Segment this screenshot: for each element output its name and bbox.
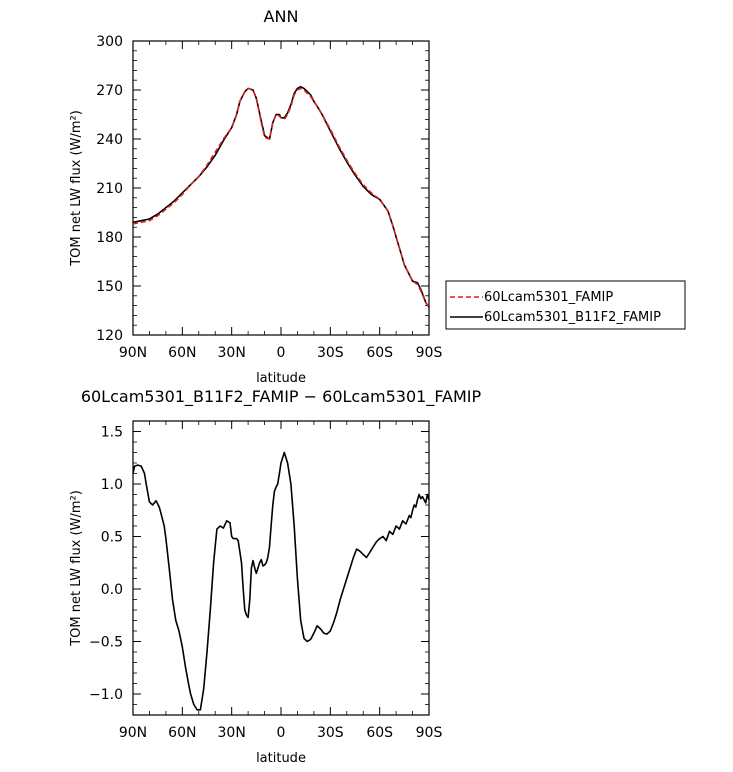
x-tick-label: 90S xyxy=(416,345,443,361)
top-plot-frame xyxy=(132,40,430,336)
x-tick-label: 30N xyxy=(218,345,246,361)
y-tick-label: 1.5 xyxy=(101,425,123,441)
bottom-y-tick-labels: −1.0 −0.5 0.0 0.5 1.0 1.5 xyxy=(89,425,123,704)
y-tick-label: 240 xyxy=(96,132,123,148)
legend: 60Lcam5301_FAMIP 60Lcam5301_B11F2_FAMIP xyxy=(445,280,686,330)
bottom-chart-title: 60Lcam5301_B11F2_FAMIP − 60Lcam5301_FAMI… xyxy=(81,387,482,407)
y-tick-label: 150 xyxy=(96,279,123,295)
y-tick-label: 270 xyxy=(96,83,123,99)
bottom-y-axis-label: TOM net LW flux (W/m²) xyxy=(69,490,84,647)
top-x-axis-label: latitude xyxy=(256,371,306,386)
legend-label-famip: 60Lcam5301_FAMIP xyxy=(484,290,613,305)
top-series-group xyxy=(132,85,430,308)
x-tick-label: 90N xyxy=(119,345,147,361)
bottom-panel: 60Lcam5301_B11F2_FAMIP − 60Lcam5301_FAMI… xyxy=(69,387,482,766)
x-tick-label: 0 xyxy=(277,725,286,741)
bottom-series-group xyxy=(132,451,430,711)
top-y-tick-labels: 120 150 180 210 240 270 300 xyxy=(96,34,123,344)
top-panel: ANN 120 150 180 210 240 270 300 90N 60N 30N 0 30S 6… xyxy=(69,7,442,386)
x-tick-label: 60N xyxy=(168,345,196,361)
legend-label-b11f2: 60Lcam5301_B11F2_FAMIP xyxy=(484,310,661,325)
y-tick-label: −1.0 xyxy=(89,687,123,703)
x-tick-label: 60N xyxy=(168,725,196,741)
y-tick-label: 0.5 xyxy=(101,530,123,546)
series-line-60lcam5301-famip xyxy=(132,87,430,308)
x-tick-label: 90N xyxy=(119,725,147,741)
y-tick-label: 1.0 xyxy=(101,477,123,493)
top-chart-title: ANN xyxy=(264,7,299,26)
top-y-axis-label: TOM net LW flux (W/m²) xyxy=(69,110,84,267)
y-tick-label: −0.5 xyxy=(89,635,123,651)
y-tick-label: 120 xyxy=(96,328,123,344)
legend-box xyxy=(445,280,686,330)
top-axis-ticks xyxy=(132,40,430,336)
x-tick-label: 30N xyxy=(218,725,246,741)
x-tick-label: 30S xyxy=(317,725,344,741)
y-tick-label: 180 xyxy=(96,230,123,246)
x-tick-label: 60S xyxy=(366,345,393,361)
top-x-tick-labels: 90N 60N 30N 0 30S 60S 90S xyxy=(119,345,443,361)
x-tick-label: 0 xyxy=(277,345,286,361)
x-tick-label: 90S xyxy=(416,725,443,741)
series-line-difference xyxy=(132,451,430,711)
y-tick-label: 0.0 xyxy=(101,582,123,598)
y-tick-label: 210 xyxy=(96,181,123,197)
x-tick-label: 30S xyxy=(317,345,344,361)
series-line-60lcam5301-b11f2-famip xyxy=(132,85,430,308)
y-tick-label: 300 xyxy=(96,34,123,50)
x-tick-label: 60S xyxy=(366,725,393,741)
bottom-x-tick-labels: 90N 60N 30N 0 30S 60S 90S xyxy=(119,725,443,741)
bottom-x-axis-label: latitude xyxy=(256,751,306,766)
